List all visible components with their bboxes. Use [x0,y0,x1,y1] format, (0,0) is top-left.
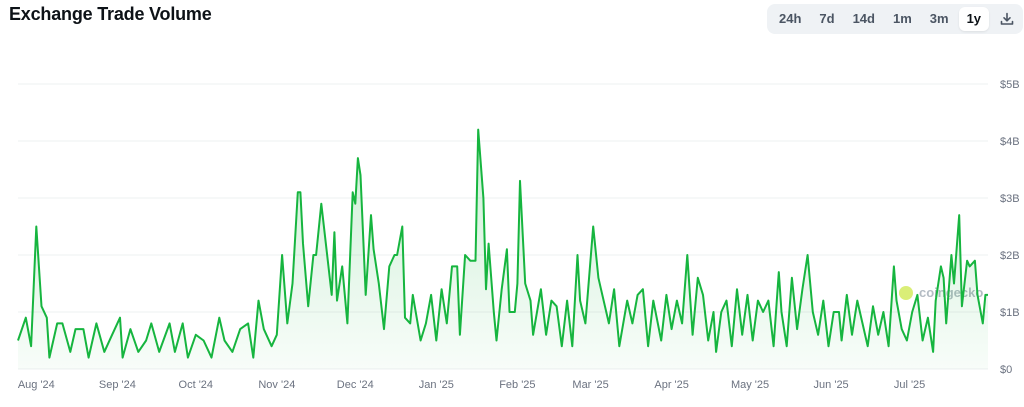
x-tick-label: Nov '24 [258,379,295,391]
range-1m-button[interactable]: 1m [892,11,912,26]
y-tick-label: $0 [1000,364,1012,376]
y-tick-label: $2B [1000,250,1020,262]
download-button[interactable] [995,7,1019,31]
volume-area [18,129,988,369]
x-tick-label: Oct '24 [179,379,214,391]
y-tick-label: $4B [1000,136,1020,148]
coingecko-logo-icon [899,286,913,300]
range-24h-button[interactable]: 24h [779,11,802,26]
x-tick-label: Mar '25 [572,379,608,391]
download-icon [1000,12,1014,25]
x-tick-label: Jan '25 [419,379,454,391]
y-tick-label: $1B [1000,307,1020,319]
range-14d-button[interactable]: 14d [852,11,875,26]
y-tick-label: $3B [1000,193,1020,205]
range-3m-button[interactable]: 3m [929,11,949,26]
x-tick-label: Apr '25 [654,379,689,391]
x-tick-label: May '25 [731,379,769,391]
x-tick-label: Aug '24 [18,379,55,391]
x-tick-label: Jun '25 [814,379,849,391]
volume-line [17,128,988,359]
x-tick-label: Feb '25 [499,379,535,391]
x-tick-label: Dec '24 [337,379,374,391]
page-title: Exchange Trade Volume [9,4,212,24]
range-1y-button[interactable]: 1y [958,7,990,31]
x-tick-label: Jul '25 [894,379,925,391]
range-toolbar: 24h 7d 14d 1m 3m 1y [767,4,1023,34]
range-7d-button[interactable]: 7d [819,11,835,26]
x-tick-label: Sep '24 [99,379,136,391]
y-tick-label: $5B [1000,79,1020,91]
